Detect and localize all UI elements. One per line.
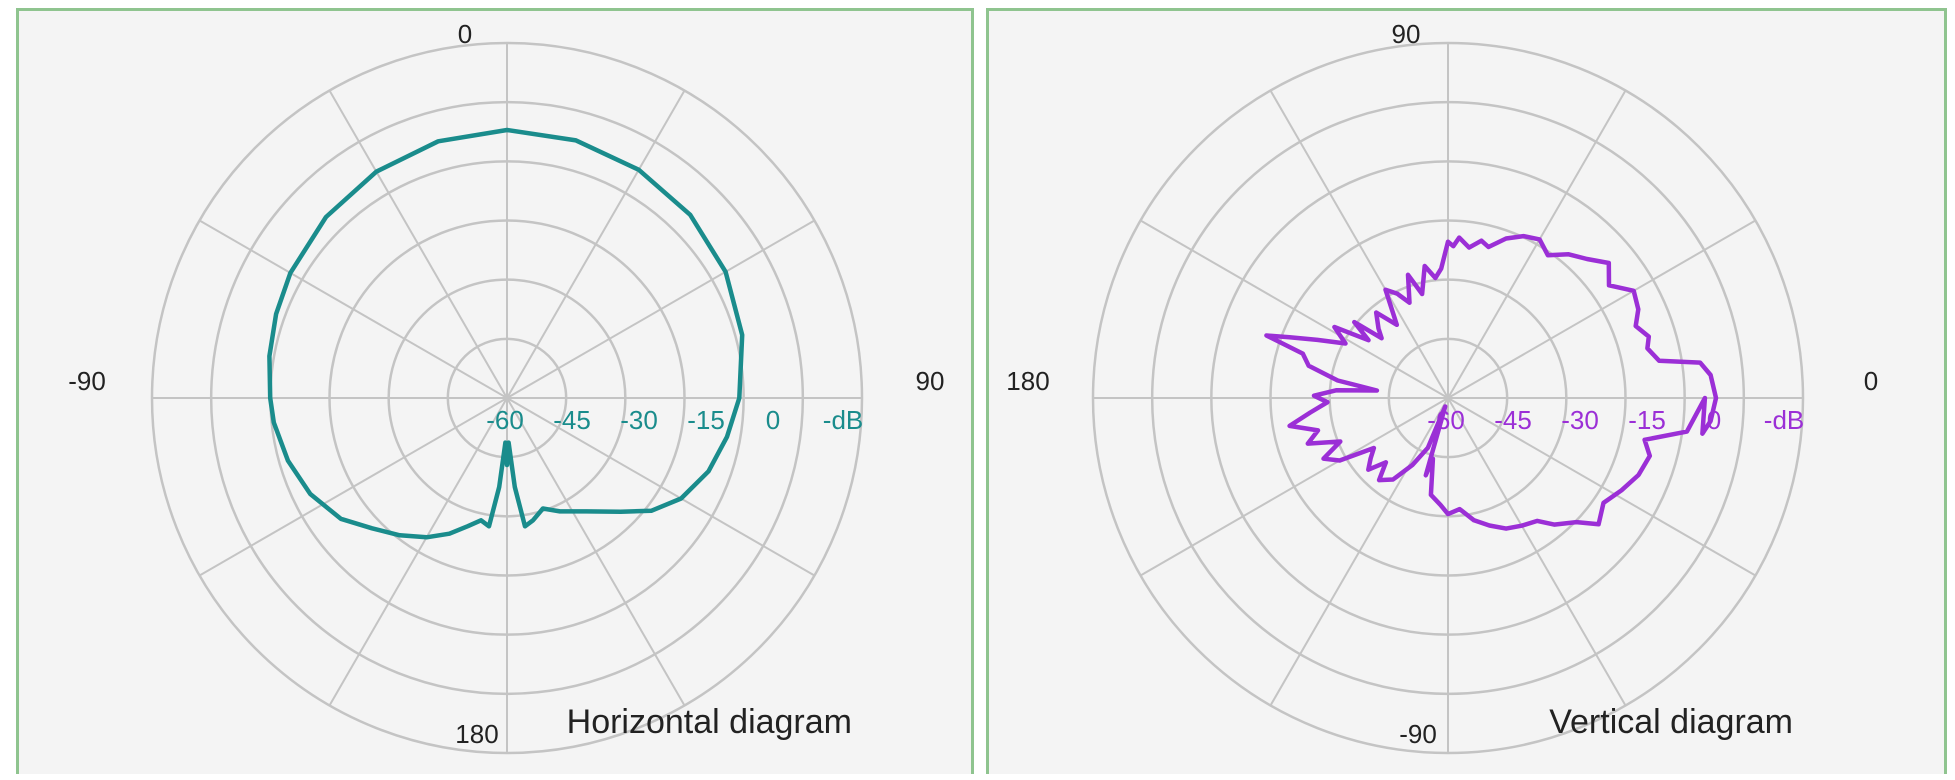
angle-label-bottom: -90 (1399, 719, 1437, 749)
radial-unit-label: -dB (1764, 405, 1804, 435)
radial-tick-label: -45 (553, 405, 591, 435)
angle-label-right: 0 (1864, 366, 1878, 396)
radial-unit-label: -dB (823, 405, 863, 435)
radial-tick-label: -60 (486, 405, 524, 435)
grid-spoke (199, 219, 815, 577)
angle-label-left: 180 (1006, 366, 1049, 396)
horizontal-diagram-panel: -60 -45 -30 -15 0 -dB 0 90 180 -90 Horizontal diag… (16, 8, 974, 774)
chart-title: Horizontal diagram (567, 703, 852, 741)
angle-label-left: -90 (68, 366, 106, 396)
angle-label-top: 90 (1392, 19, 1421, 49)
chart-title: Vertical diagram (1549, 703, 1793, 741)
series-line (267, 127, 745, 540)
horizontal-polar-chart: -60 -45 -30 -15 0 -dB 0 90 180 -90 Horizontal diag… (68, 19, 945, 755)
series-line (1264, 233, 1719, 531)
radial-tick-label: -15 (1628, 405, 1666, 435)
radial-tick-label: -30 (620, 405, 658, 435)
vertical-diagram-panel: -60 -45 -30 -15 0 -dB 90 0 -90 180 Vertical diagra… (986, 8, 1947, 774)
grid-spoke (1140, 219, 1756, 577)
angle-label-right: 90 (916, 366, 945, 396)
radial-tick-label: -30 (1561, 405, 1599, 435)
radial-tick-label: -15 (687, 405, 725, 435)
angle-label-top: 0 (458, 19, 472, 49)
angle-label-bottom: 180 (455, 719, 498, 749)
radial-tick-label: 0 (766, 405, 780, 435)
radial-tick-label: -45 (1494, 405, 1532, 435)
